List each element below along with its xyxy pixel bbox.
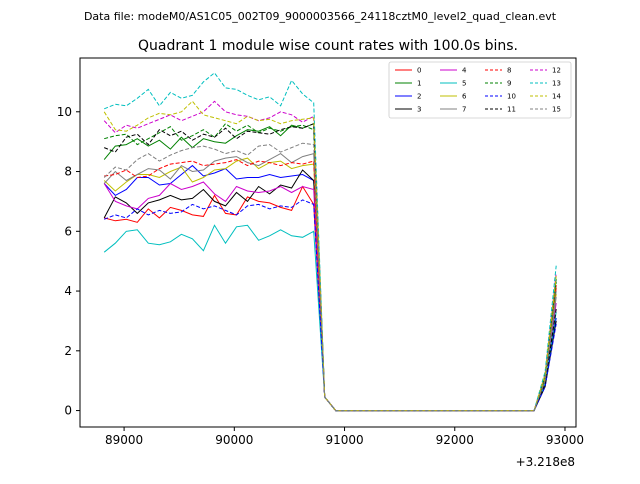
- y-tick-label: 0: [64, 404, 72, 418]
- x-tick-label: 93000: [546, 433, 584, 447]
- series-line-8: [104, 159, 557, 412]
- x-tick-label: 89000: [105, 433, 143, 447]
- series-line-13: [104, 72, 557, 412]
- series-line-1: [103, 122, 557, 412]
- legend-label-11: 11: [507, 106, 516, 114]
- series-line-4: [103, 181, 557, 412]
- plot-frame: [79, 57, 577, 428]
- x-tick-label: 91000: [325, 433, 363, 447]
- legend-label-0: 0: [417, 67, 421, 75]
- y-tick-label: 2: [64, 344, 72, 358]
- legend-label-9: 9: [507, 80, 511, 88]
- legend-label-3: 3: [417, 106, 421, 114]
- legend-label-10: 10: [507, 93, 516, 101]
- chart-title: Quadrant 1 module wise count rates with …: [138, 38, 518, 54]
- series-line-9: [104, 123, 557, 412]
- legend-label-5: 5: [462, 80, 466, 88]
- legend-label-14: 14: [552, 93, 561, 101]
- series-line-5: [103, 224, 557, 412]
- legend-label-8: 8: [507, 67, 511, 75]
- y-tick-label: 4: [64, 284, 72, 298]
- series-line-11: [104, 122, 557, 412]
- series-line-0: [104, 185, 557, 412]
- legend-label-15: 15: [552, 106, 561, 114]
- series-line-3: [103, 169, 557, 412]
- legend-label-4: 4: [462, 67, 467, 75]
- series-line-7: [103, 152, 557, 412]
- series-line-2: [103, 164, 557, 412]
- x-tick-label: 90000: [215, 433, 253, 447]
- series-layer: [103, 72, 557, 412]
- x-tick-label: 92000: [436, 433, 474, 447]
- legend-label-12: 12: [552, 67, 561, 75]
- series-line-14: [103, 100, 557, 412]
- suptitle: Data file: modeM0/AS1C05_002T09_90000035…: [84, 10, 557, 23]
- legend-label-13: 13: [552, 80, 561, 88]
- series-line-15: [103, 142, 557, 412]
- legend-label-2: 2: [417, 93, 421, 101]
- legend-label-6: 6: [462, 93, 467, 101]
- x-offset-label: +3.218e8: [516, 455, 575, 469]
- y-tick-label: 8: [64, 165, 72, 179]
- series-line-10: [104, 199, 557, 412]
- legend-label-7: 7: [462, 106, 466, 114]
- legend-label-1: 1: [417, 80, 421, 88]
- y-tick-label: 10: [57, 105, 72, 119]
- y-tick-label: 6: [64, 224, 72, 238]
- legend-box: [388, 61, 572, 119]
